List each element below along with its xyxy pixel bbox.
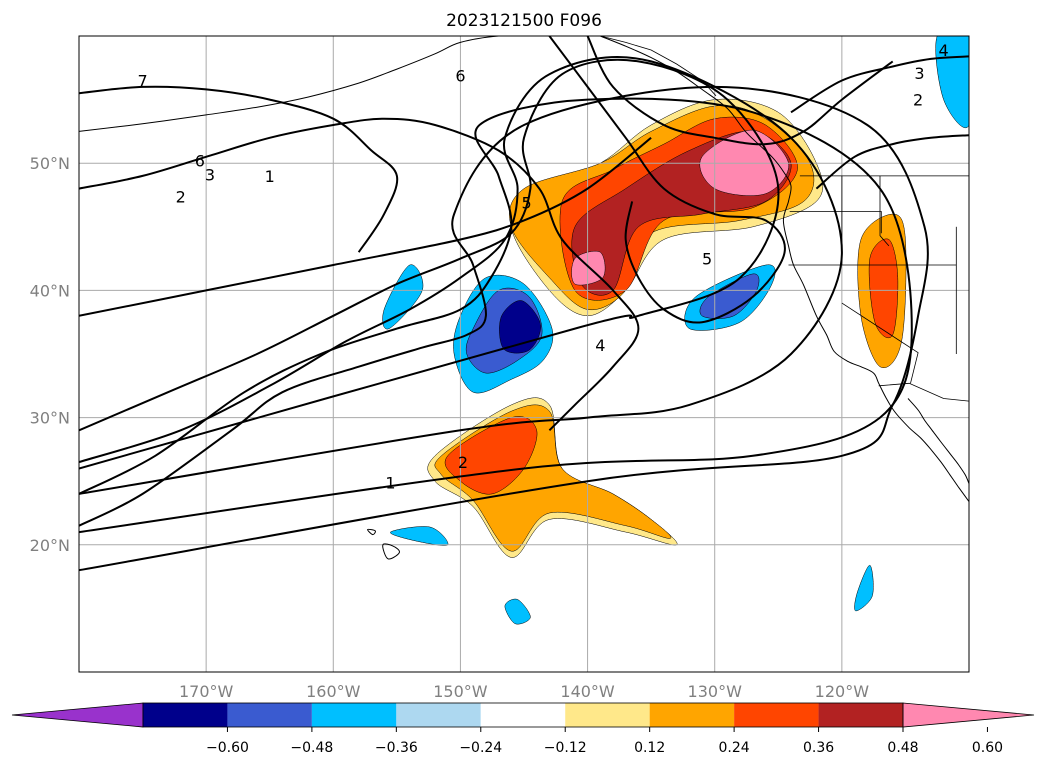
colorbar-cells: [11, 702, 1035, 728]
contour-line: [815, 134, 969, 190]
coastline: [367, 528, 376, 536]
colorbar-cell: [396, 703, 481, 727]
shaded-region: [868, 238, 899, 339]
colorbar-tick-labels: −0.60 −0.48 −0.36 −0.24 −0.12 0.12 0.24 0.36 0.4…: [206, 740, 1003, 756]
contour-line: [548, 36, 786, 324]
colorbar: −0.60 −0.48 −0.36 −0.24 −0.12 0.12 0.24 0.36 0.4…: [11, 702, 1035, 756]
contour-label: 5: [521, 194, 531, 213]
contour-line: [79, 56, 843, 495]
coastline-layer: [79, 36, 969, 560]
map-frame: [78, 35, 970, 673]
shaded-field-layer: [382, 36, 969, 625]
contour-lines-layer: [79, 36, 969, 572]
longitude-tick-label: 120°W: [815, 682, 870, 701]
colorbar-ticks: [226, 727, 988, 732]
colorbar-tick-label: 0.60: [972, 740, 1003, 756]
contour-label: 7: [137, 72, 147, 91]
contour-label: 1: [385, 473, 395, 492]
contour-label: 3: [205, 166, 215, 185]
contour-label: 1: [265, 167, 275, 186]
contour-label: 2: [176, 187, 186, 206]
contour-line: [79, 58, 780, 470]
colorbar-cell: [734, 703, 819, 727]
political-border: [841, 302, 919, 384]
contour-line: [79, 97, 913, 534]
colorbar-tick-label: −0.48: [290, 740, 333, 756]
contour-label: 6: [455, 66, 465, 85]
coastline: [600, 36, 969, 502]
contour-label: 3: [914, 64, 924, 83]
contour-label: 4: [595, 336, 605, 355]
coastline: [907, 398, 969, 484]
latitude-tick-labels: 50°N 40°N 30°N 20°N: [30, 154, 70, 555]
political-border: [879, 175, 890, 247]
longitude-tick-label: 130°W: [688, 682, 743, 701]
contour-line: [790, 55, 969, 114]
colorbar-outline: [142, 702, 904, 728]
colorbar-tick-label: 0.48: [887, 740, 918, 756]
coastline: [79, 36, 537, 132]
longitude-tick-label: 140°W: [560, 682, 615, 701]
shaded-region: [935, 36, 969, 128]
colorbar-cell: [565, 703, 650, 727]
colorbar-tick-label: −0.12: [544, 740, 587, 756]
contour-label: 6: [195, 152, 205, 171]
latitude-tick-label: 50°N: [30, 154, 70, 173]
colorbar-cell: [227, 703, 312, 727]
colorbar-cell: [480, 703, 566, 727]
longitude-tick-label: 170°W: [179, 682, 234, 701]
contour-line: [79, 137, 652, 317]
contour-line: [79, 85, 929, 572]
contour-label: 4: [938, 41, 948, 60]
contour-label: 2: [458, 453, 468, 472]
gridlines-layer: [79, 36, 969, 672]
contour-label: 2: [913, 91, 923, 110]
longitude-tick-label: 160°W: [306, 682, 361, 701]
colorbar-extend-high: [902, 702, 1035, 728]
colorbar-tick-label: −0.36: [375, 740, 418, 756]
contour-line: [79, 85, 399, 253]
colorbar-cell: [311, 703, 397, 727]
contour-line: [79, 117, 640, 432]
latitude-tick-label: 30°N: [30, 409, 70, 428]
colorbar-cell: [143, 703, 228, 727]
colorbar-tick-label: 0.36: [803, 740, 834, 756]
colorbar-cell: [818, 703, 903, 727]
latitude-tick-label: 40°N: [30, 281, 70, 300]
colorbar-tick-label: −0.24: [459, 740, 502, 756]
colorbar-tick-label: 0.12: [634, 740, 665, 756]
colorbar-tick-label: 0.24: [719, 740, 750, 756]
shaded-region: [504, 598, 531, 625]
contour-line: [586, 36, 894, 146]
political-border: [789, 211, 882, 234]
latitude-tick-label: 20°N: [30, 536, 70, 555]
shaded-region: [854, 564, 874, 612]
political-border: [878, 382, 969, 402]
longitude-tick-labels: 170°W 160°W 150°W 140°W 130°W 120°W: [179, 682, 869, 701]
contour-label: 5: [702, 250, 712, 269]
map-title: 2023121500 F096: [446, 11, 602, 31]
colorbar-tick-label: −0.60: [206, 740, 249, 756]
longitude-tick-label: 150°W: [433, 682, 488, 701]
colorbar-cell: [649, 703, 735, 727]
coastline: [382, 543, 400, 560]
colorbar-extend-low: [11, 702, 144, 728]
